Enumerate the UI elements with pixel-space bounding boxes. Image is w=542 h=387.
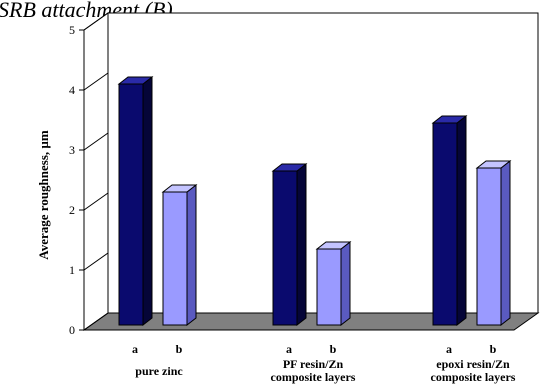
bar-side: [456, 114, 467, 327]
y-tick-label: 0: [69, 323, 75, 337]
bar-side: [340, 240, 351, 327]
bar-letter-label: b: [176, 342, 183, 356]
y-tick-depth-line: [83, 192, 109, 211]
bar-letter-label: a: [132, 342, 138, 356]
group-label: composite layers: [431, 370, 516, 384]
bar-letter-label: b: [330, 342, 337, 356]
y-tick-label: 1: [69, 263, 75, 277]
y-axis-label: Average roughness, µm: [36, 130, 51, 260]
y-tick-depth-line: [83, 72, 109, 91]
bar-side: [186, 183, 197, 327]
bar: [118, 83, 144, 326]
group-label: PF resin/Zn: [283, 357, 344, 371]
y-tick-label: 2: [69, 203, 75, 217]
bar: [476, 167, 502, 326]
bar: [162, 191, 188, 326]
group-label: composite layers: [271, 370, 356, 384]
y-tick-label: 3: [69, 143, 75, 157]
side-wall: [83, 12, 109, 331]
group-label: pure zinc: [135, 364, 183, 378]
bar: [316, 248, 342, 326]
y-tick-depth-line: [83, 132, 109, 151]
bar-side: [296, 162, 307, 327]
bar-letter-label: b: [490, 342, 497, 356]
group-label: epoxi resin/Zn: [436, 357, 510, 371]
bar-side: [142, 75, 153, 327]
bar: [432, 122, 458, 326]
y-tick-depth-line: [83, 12, 109, 31]
bar-letter-label: a: [446, 342, 452, 356]
y-tick-label: 4: [69, 83, 75, 97]
y-tick-label: 5: [69, 23, 75, 37]
bar-letter-label: a: [286, 342, 292, 356]
y-tick-depth-line: [83, 252, 109, 271]
bar: [272, 170, 298, 326]
bar-side: [500, 159, 511, 327]
y-tick-depth-line: [83, 312, 109, 331]
